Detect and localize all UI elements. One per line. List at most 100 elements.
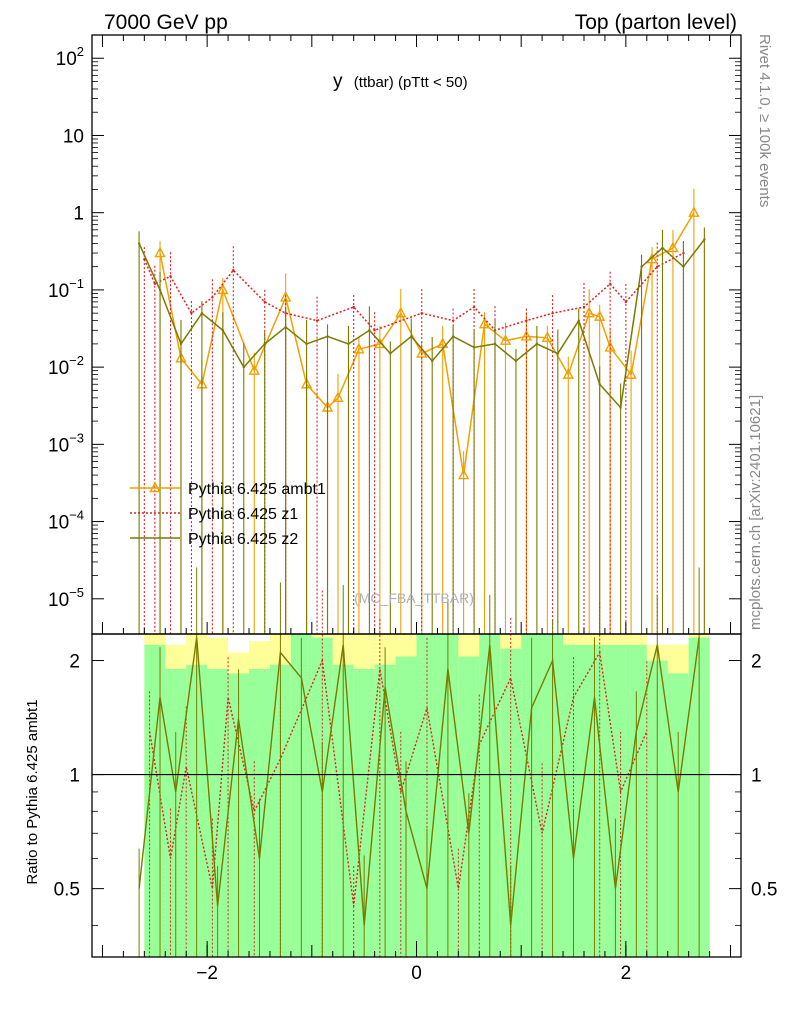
y-tick-label: 102 [56, 44, 84, 70]
data-point [499, 334, 512, 345]
data-point [326, 335, 329, 338]
data-point [347, 342, 350, 346]
data-point [472, 346, 476, 349]
data-point [395, 306, 407, 318]
legend-item: Pythia 6.425 z1 [130, 506, 298, 523]
legend-item: Pythia 6.425 ambt1 [130, 481, 326, 498]
data-point [221, 329, 225, 332]
data-point [437, 337, 449, 349]
y-tick-label: 10−2 [48, 353, 84, 379]
y-tick-label: 10−5 [48, 585, 84, 611]
data-point [619, 406, 622, 409]
data-point [604, 340, 616, 352]
ratio-series-1 [138, 567, 700, 957]
data-point [703, 238, 706, 241]
y-tick-label: 10 [63, 126, 84, 147]
ratio-band-green [144, 644, 166, 957]
series-line [159, 212, 695, 476]
data-point [525, 319, 528, 322]
ratio-tick-label-right: 2 [751, 652, 762, 673]
data-point [352, 305, 355, 309]
data-point [263, 342, 266, 346]
ratio-tick-label-left: 0.5 [54, 880, 80, 901]
chart-title-main: y [333, 71, 343, 92]
ratio-line [138, 637, 700, 926]
ratio-tick-label-left: 1 [69, 766, 80, 787]
x-tick-label: 2 [621, 963, 632, 984]
data-point [582, 305, 586, 309]
y-tick-label: 1 [73, 204, 84, 225]
ratio-tick-label-right: 1 [751, 766, 762, 787]
data-point [153, 282, 157, 285]
header-right: Top (parton level) [575, 11, 737, 34]
data-point [368, 329, 371, 332]
ratio-ylabel: Ratio to Pythia 6.425 ambt1 [24, 699, 41, 884]
data-point [514, 359, 518, 363]
data-point [577, 319, 580, 322]
ratio-band-green [207, 668, 229, 957]
data-point [248, 364, 260, 375]
series-line [138, 239, 705, 410]
data-point [416, 347, 428, 358]
y-tick-label: 10−1 [48, 276, 84, 302]
series-2 [137, 227, 706, 634]
data-point [656, 265, 659, 268]
watermark: (MC_FBA_TTBAR) [354, 590, 474, 606]
data-point [211, 296, 214, 299]
series-0 [154, 188, 700, 634]
legend-label: Pythia 6.425 z1 [188, 506, 298, 523]
legend: Pythia 6.425 ambt1 Pythia 6.425 z1 Pythia … [130, 481, 326, 548]
data-point [190, 311, 193, 315]
header-left: 7000 GeV pp [104, 11, 228, 34]
data-point [562, 368, 574, 379]
side-rivet: Rivet 4.1.0, ≥ 100k events [756, 34, 773, 207]
data-point [217, 283, 229, 295]
data-point [625, 368, 637, 379]
data-point [420, 311, 423, 315]
ratio-tick-label-right: 0.5 [751, 880, 777, 901]
data-point [478, 317, 491, 329]
data-point [305, 342, 308, 346]
legend-label: Pythia 6.425 ambt1 [188, 481, 326, 498]
data-point [535, 342, 539, 346]
ratio-series-group [138, 567, 700, 957]
data-point [143, 257, 146, 261]
data-point [556, 352, 560, 355]
series-line [143, 252, 684, 332]
data-point [624, 300, 628, 304]
data-point [373, 329, 376, 332]
data-point [541, 331, 554, 342]
data-point [242, 365, 245, 369]
data-point [137, 242, 141, 245]
y-tick-label: 10−3 [48, 430, 84, 456]
data-point [688, 206, 700, 217]
data-point [682, 265, 685, 268]
data-point [640, 265, 643, 268]
legend-marker [149, 481, 161, 493]
data-point [158, 288, 162, 292]
y-tick-label: 10−4 [48, 508, 84, 534]
data-point [179, 342, 183, 346]
data-point [353, 342, 365, 354]
chart-title: y (ttbar) (pTtt < 50) [333, 71, 468, 92]
data-point [389, 352, 392, 355]
data-point [284, 325, 287, 329]
data-point [598, 383, 601, 386]
data-point [608, 282, 612, 285]
data-point [263, 300, 266, 304]
data-point [374, 337, 386, 349]
data-point [661, 246, 664, 250]
ratio-band-green [563, 644, 584, 957]
ratio-tick-label-left: 2 [69, 652, 80, 673]
data-point [520, 329, 533, 341]
main-series-group [137, 188, 706, 634]
ratio-band-green [604, 644, 626, 957]
data-point [457, 468, 470, 480]
legend-item: Pythia 6.425 z2 [130, 531, 298, 548]
data-point [410, 335, 413, 338]
data-point [332, 391, 344, 403]
data-point [315, 319, 319, 322]
data-point [232, 268, 235, 272]
ratio-line [148, 650, 648, 907]
